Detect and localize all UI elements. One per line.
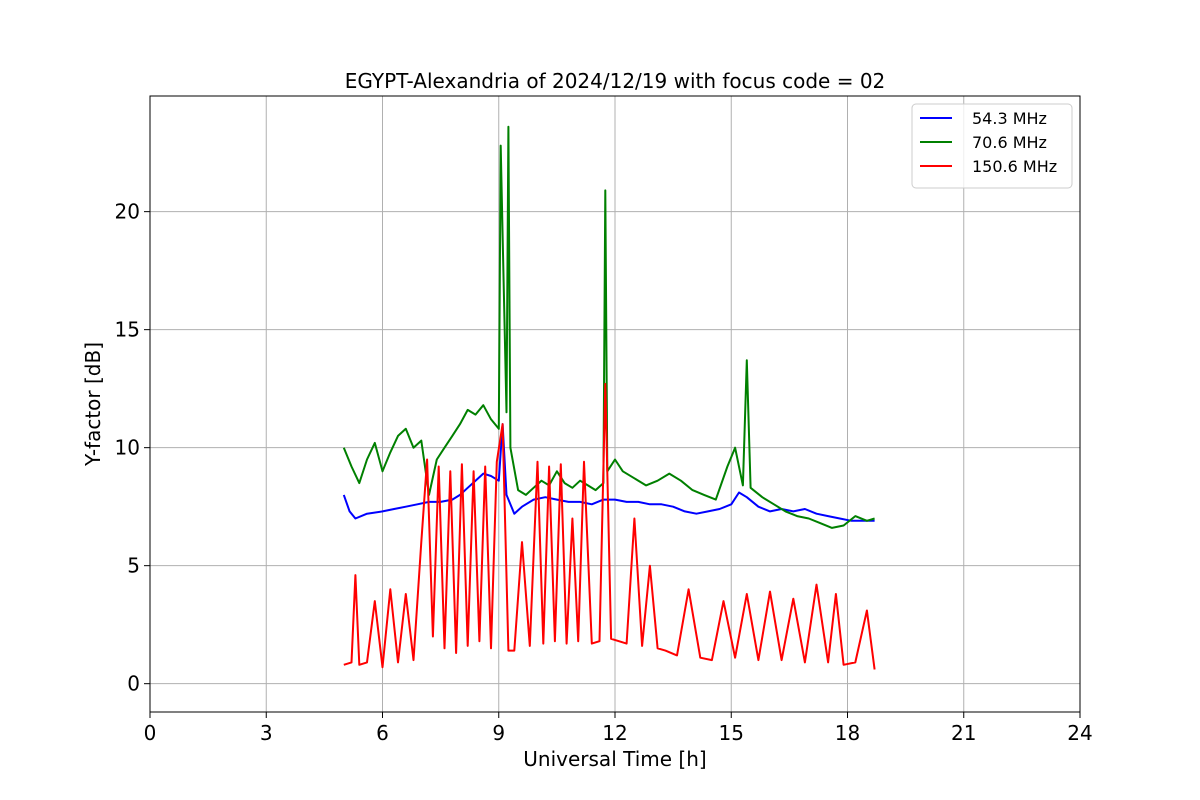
- series-line-2: [343, 382, 876, 670]
- legend: 54.3 MHz 70.6 MHz 150.6 MHz: [911, 103, 1073, 189]
- series-line-1: [342, 125, 875, 529]
- x-tick-label: 9: [492, 721, 505, 745]
- legend-label-0: 54.3 MHz: [972, 109, 1047, 128]
- x-tick-label: 0: [144, 721, 157, 745]
- series-layer: [342, 125, 876, 670]
- chart-title: EGYPT-Alexandria of 2024/12/19 with focu…: [345, 69, 886, 93]
- x-tick-label: 21: [951, 721, 976, 745]
- legend-label-2: 150.6 MHz: [972, 157, 1057, 176]
- y-axis-label: Y-factor [dB]: [81, 342, 105, 467]
- x-tick-label: 18: [835, 721, 860, 745]
- legend-label-1: 70.6 MHz: [972, 133, 1047, 152]
- x-tick-label: 12: [602, 721, 627, 745]
- y-axis-ticks: 0 5 10 15 20: [115, 200, 150, 696]
- y-tick-label: 5: [127, 554, 140, 578]
- grid-lines: [149, 96, 1081, 712]
- y-tick-label: 20: [115, 200, 140, 224]
- y-tick-label: 10: [115, 436, 140, 460]
- x-tick-label: 3: [260, 721, 273, 745]
- x-axis-ticks: 0 3 6 9 12 15 18 21 24: [144, 712, 1093, 745]
- x-axis-label: Universal Time [h]: [523, 747, 706, 771]
- x-tick-label: 15: [719, 721, 744, 745]
- y-tick-label: 0: [127, 672, 140, 696]
- x-tick-label: 6: [376, 721, 389, 745]
- y-tick-label: 15: [115, 318, 140, 342]
- x-tick-label: 24: [1067, 721, 1092, 745]
